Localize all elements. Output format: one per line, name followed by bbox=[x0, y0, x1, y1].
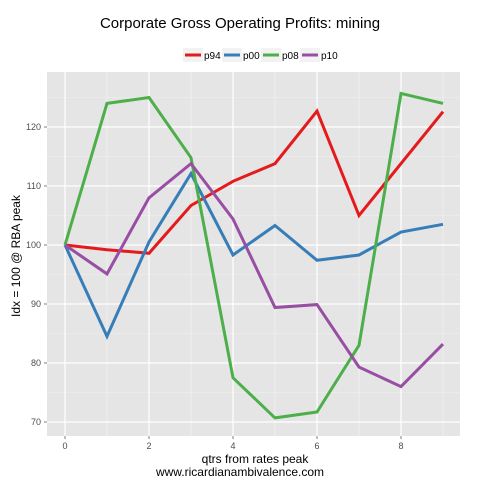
source-caption: www.ricardianambivalence.com bbox=[155, 465, 324, 479]
series-line-p10 bbox=[64, 161, 445, 389]
legend-label-p94: p94 bbox=[204, 51, 221, 62]
y-tick-label: 100 bbox=[26, 240, 41, 250]
x-axis-label: qtrs from rates peak bbox=[202, 452, 310, 466]
series-line-p00 bbox=[63, 170, 444, 341]
x-tick-label: 2 bbox=[146, 441, 151, 451]
legend: p94 p00 p08 p10 bbox=[183, 48, 338, 62]
x-tick-label: 4 bbox=[230, 441, 235, 451]
legend-label-p10: p10 bbox=[321, 51, 338, 62]
plot-panel bbox=[47, 72, 460, 436]
series-line-p08 bbox=[63, 91, 444, 420]
series-line-p94 bbox=[64, 108, 445, 255]
legend-label-p00: p00 bbox=[243, 51, 260, 62]
x-tick-label: 8 bbox=[398, 441, 403, 451]
x-tick-label: 0 bbox=[62, 441, 67, 451]
y-tick-label: 110 bbox=[27, 181, 41, 191]
x-tick-label: 6 bbox=[314, 441, 319, 451]
y-tick-label: 90 bbox=[31, 299, 41, 309]
y-axis-label: Idx = 100 @ RBA peak bbox=[9, 194, 23, 317]
axis-ticks: 0 2 4 6 8 70 80 90 100 110 120 bbox=[26, 122, 404, 451]
y-tick-label: 120 bbox=[26, 122, 41, 132]
y-tick-label: 70 bbox=[31, 417, 41, 427]
y-tick-label: 80 bbox=[31, 358, 41, 368]
chart-title: Corporate Gross Operating Profits: minin… bbox=[100, 15, 380, 32]
legend-label-p08: p08 bbox=[282, 51, 299, 62]
series-group bbox=[63, 91, 445, 420]
